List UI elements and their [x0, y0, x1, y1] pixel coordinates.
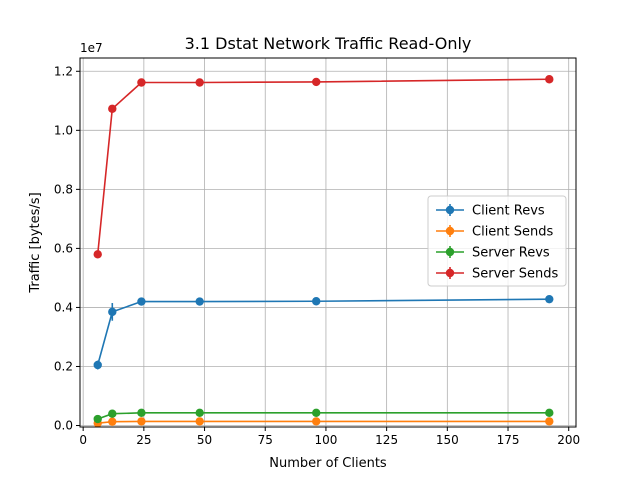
- series-client-revs: [93, 294, 554, 370]
- legend-label: Server Revs: [472, 246, 550, 261]
- data-point: [312, 77, 321, 87]
- legend-item: Server Sends: [436, 267, 559, 282]
- legend: Client Revs Client Sends Server Revs Server…: [427, 195, 567, 287]
- series-layer: [93, 75, 554, 428]
- x-tick-label: 125: [375, 433, 398, 447]
- data-point: [195, 408, 204, 418]
- y-tick-label: 0.8: [54, 182, 73, 196]
- series-server-revs: [93, 408, 554, 424]
- data-point: [312, 408, 321, 418]
- data-point: [545, 294, 554, 304]
- series-line: [96, 78, 550, 255]
- data-point: [312, 417, 321, 426]
- data-point: [137, 297, 146, 306]
- y-tick-label: 0.2: [54, 359, 73, 373]
- series-line: [96, 298, 550, 366]
- data-point: [545, 417, 554, 426]
- plot-frame: [79, 57, 577, 428]
- y-axis: 0.0 0.2 0.4 0.6 0.8 1.0 1.2: [54, 64, 80, 433]
- legend-marker: [445, 268, 455, 278]
- x-axis: 0 25 50 75 100 125 150 175 200: [79, 427, 580, 447]
- data-point: [195, 297, 204, 306]
- data-point: [137, 417, 146, 426]
- legend-item: Server Revs: [436, 246, 550, 261]
- data-point: [108, 307, 117, 317]
- y-tick-label: 0.6: [54, 241, 73, 255]
- legend-marker: [445, 247, 455, 257]
- chart-title: 3.1 Dstat Network Traffic Read-Only: [185, 34, 472, 53]
- x-tick-label: 175: [497, 433, 520, 447]
- y-tick-label: 1.2: [54, 64, 73, 78]
- legend-marker: [445, 205, 455, 215]
- data-point: [195, 78, 204, 87]
- data-point: [108, 409, 117, 418]
- data-point: [108, 104, 117, 113]
- data-point: [312, 297, 321, 306]
- data-point: [195, 417, 204, 426]
- data-point: [93, 360, 102, 370]
- x-tick-label: 0: [79, 433, 87, 447]
- y-axis-offset-text: 1e7: [80, 41, 103, 55]
- legend-box: [427, 195, 567, 287]
- y-axis-label: Traffic [bytes/s]: [28, 192, 43, 293]
- legend-label: Client Sends: [472, 225, 554, 240]
- data-point: [137, 408, 146, 418]
- x-tick-label: 100: [314, 433, 337, 447]
- y-tick-label: 0.0: [54, 419, 73, 433]
- data-point: [137, 78, 146, 87]
- legend-label: Server Sends: [472, 267, 559, 282]
- grid: [80, 58, 576, 427]
- y-tick-label: 1.0: [54, 123, 73, 137]
- x-axis-label: Number of Clients: [269, 456, 387, 471]
- data-point: [545, 75, 554, 84]
- legend-item: Client Revs: [436, 204, 545, 219]
- data-point: [93, 414, 102, 424]
- x-tick-label: 50: [197, 433, 212, 447]
- data-point: [93, 250, 102, 259]
- x-tick-label: 75: [258, 433, 273, 447]
- x-tick-label: 25: [136, 433, 151, 447]
- series-server-sends: [93, 75, 554, 259]
- data-point: [108, 417, 117, 426]
- legend-marker: [445, 226, 455, 236]
- legend-item: Client Sends: [436, 225, 554, 240]
- x-tick-label: 150: [436, 433, 459, 447]
- y-tick-label: 0.4: [54, 300, 73, 314]
- data-point: [545, 408, 554, 418]
- legend-items: Client Revs Client Sends Server Revs Server…: [436, 204, 559, 282]
- x-tick-label: 200: [557, 433, 580, 447]
- legend-label: Client Revs: [472, 204, 545, 219]
